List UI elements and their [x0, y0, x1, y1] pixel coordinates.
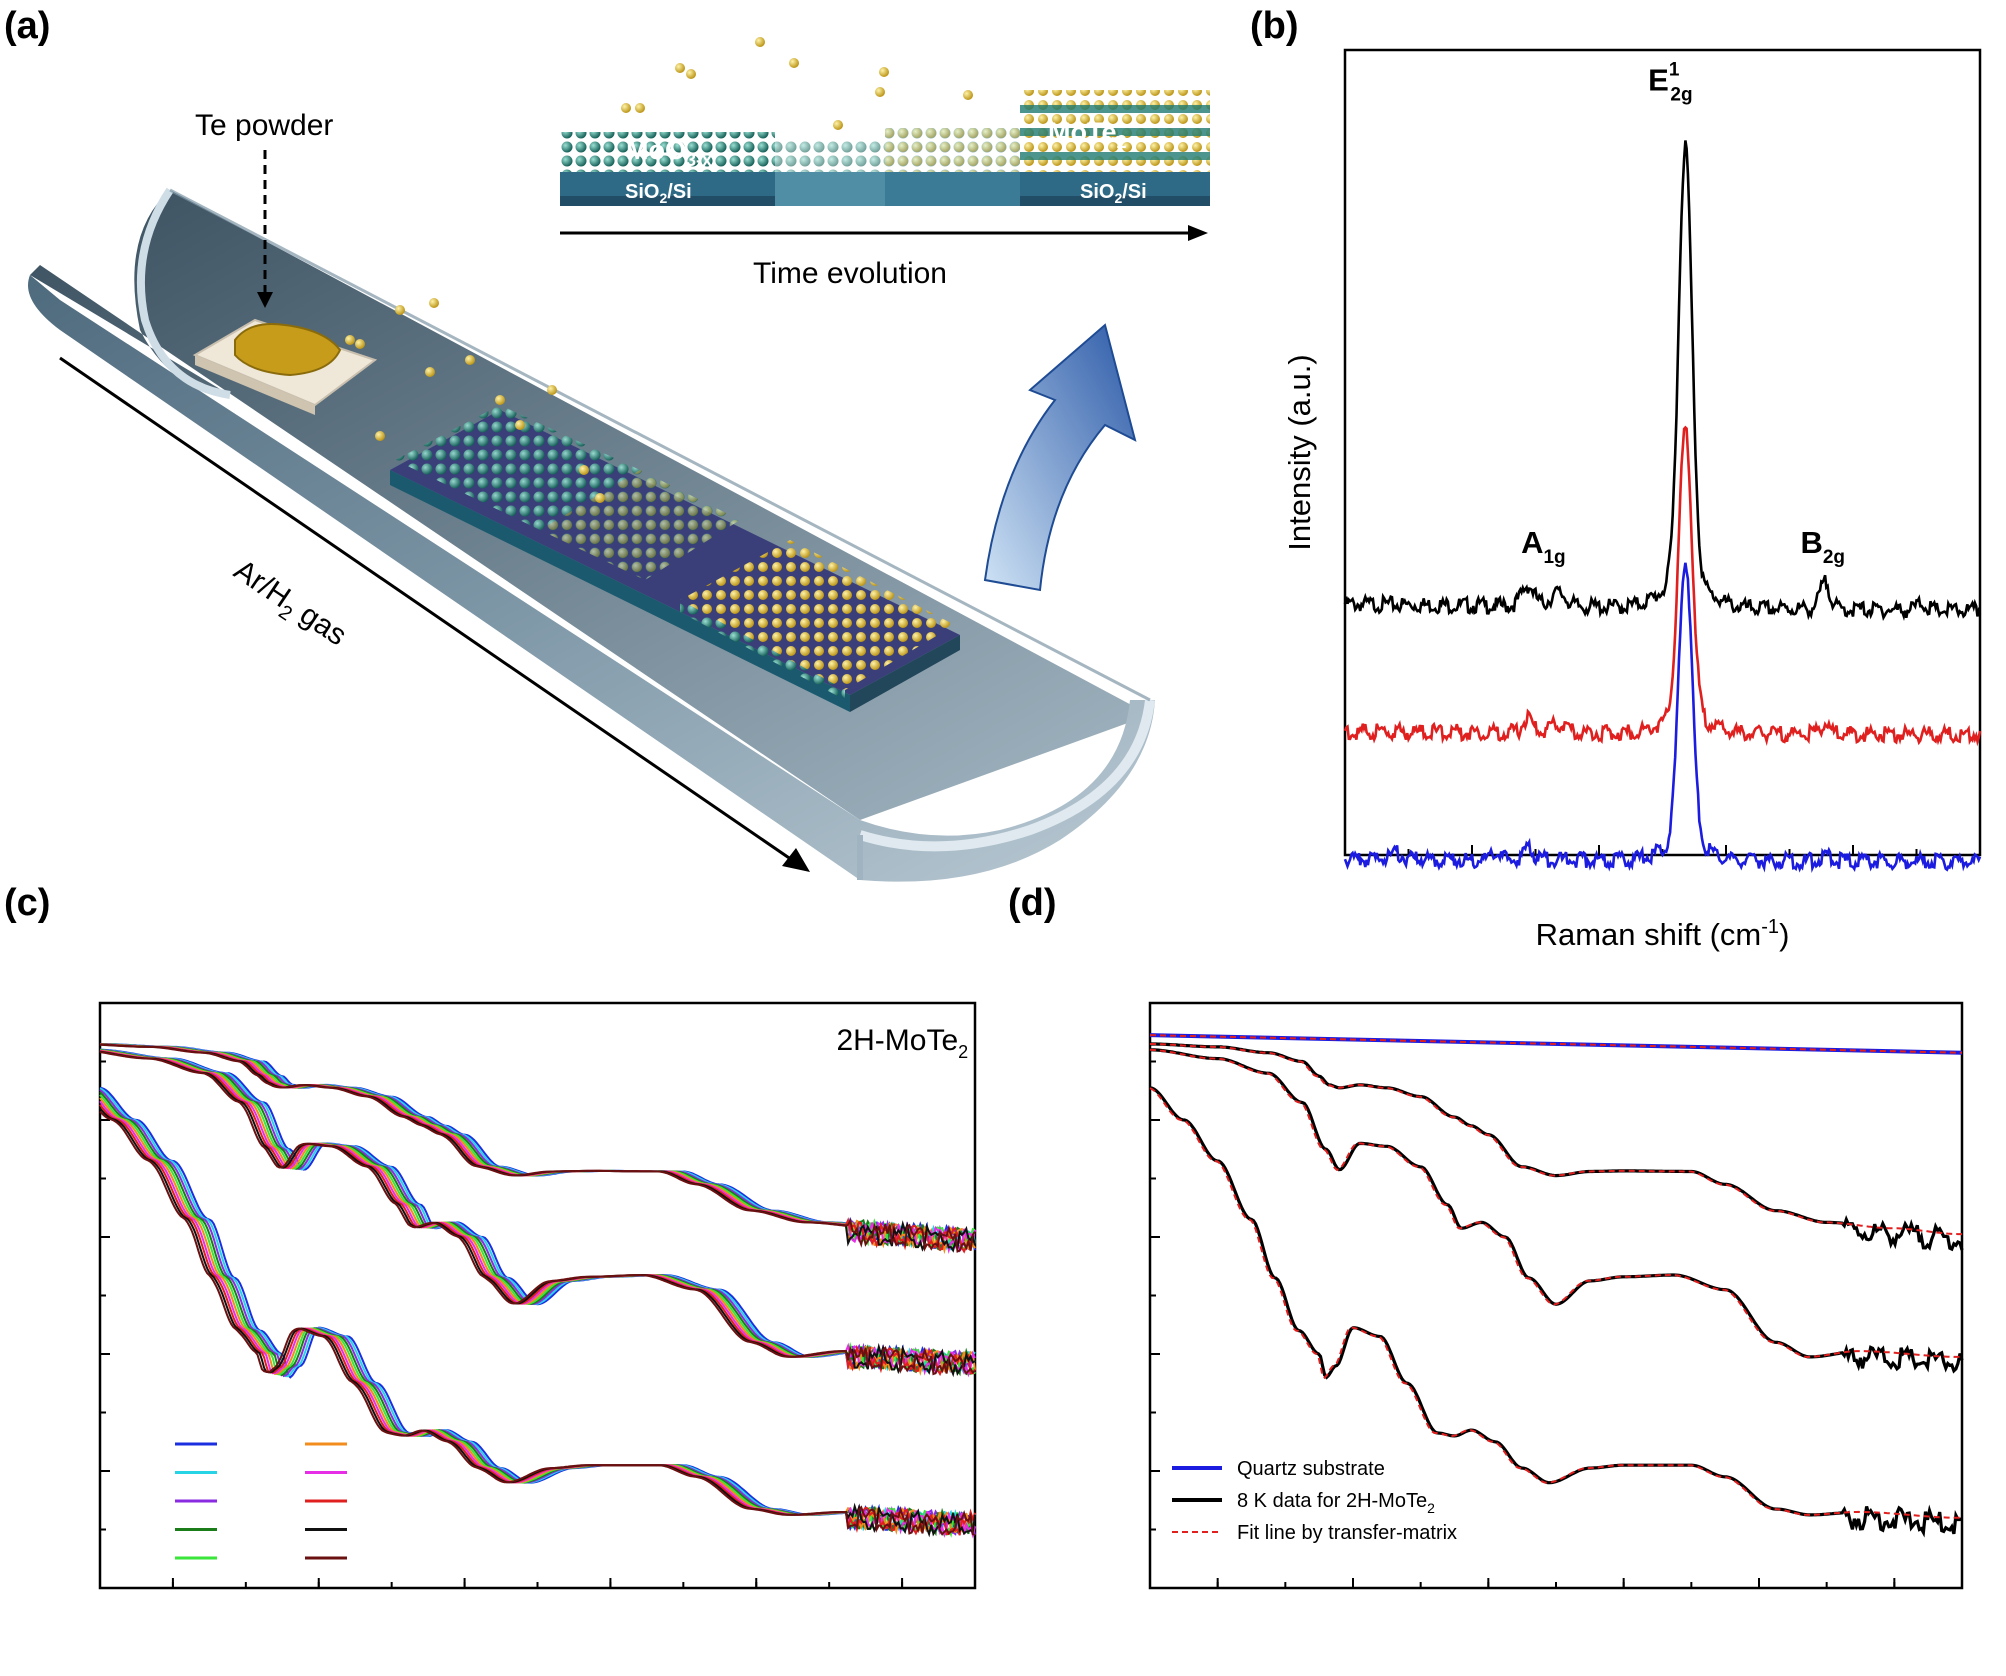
peak-label-main: A	[1521, 525, 1543, 560]
temperature-transmittance-plot: 2H-MoTe2	[98, 1001, 977, 1590]
raman-series-2nm	[1343, 140, 1982, 622]
chart-title: 2H-MoTe2	[836, 1024, 968, 1062]
fit-4nm	[1149, 1048, 1962, 1359]
panel-a-label: (a)	[4, 5, 50, 47]
panel-a: (a) Te powder Ar/H2 gas	[4, 5, 1210, 882]
peak-label-sub: 2g	[1823, 547, 1845, 568]
panel-c: (c) 2H-MoTe2	[4, 882, 977, 1590]
raman-plot: Raman shift (cm-1) Intensity (a.u.) A1g E1 2…	[1282, 48, 1982, 952]
panel-c-label: (c)	[4, 882, 50, 924]
x-axis-title-tail: )	[1779, 917, 1789, 952]
te-vapor	[345, 298, 605, 503]
legend-label: Fit line by transfer-matrix	[1237, 1522, 1457, 1544]
te-powder-arrowhead	[257, 292, 273, 308]
x-axis-title-sup: -1	[1761, 916, 1779, 938]
raman-series-4nm	[1343, 425, 1982, 747]
series-10nm-150K	[99, 1097, 976, 1535]
peak-label-sup: 1	[1669, 59, 1680, 80]
peak-label-sub: 2g	[1670, 84, 1692, 105]
legend-label-main: Fit line by transfer-matrix	[1237, 1522, 1457, 1544]
x-axis-title-main: Raman shift (cm	[1536, 917, 1762, 952]
x-axis-title: Raman shift (cm-1)	[1536, 916, 1790, 952]
legend-label: 8 K data for 2H-MoTe2	[1237, 1490, 1435, 1516]
panel-d-label: (d)	[1008, 882, 1057, 924]
legend-label-main: Quartz substrate	[1237, 1458, 1385, 1480]
mote2-label: MoTe2	[1048, 117, 1127, 152]
peak-label-main: B	[1800, 525, 1822, 560]
peak-label-e: E1 2g	[1648, 59, 1692, 105]
series-10nm-100K	[99, 1094, 976, 1538]
series-10nm-350K	[99, 1110, 976, 1537]
substrate-right-label: SiO2/Si	[1080, 181, 1147, 206]
quartz-fit-line	[1149, 1034, 1963, 1054]
raman-series-10nm	[1343, 562, 1982, 874]
substrate-slab	[390, 405, 960, 712]
series-4nm-350K	[99, 1051, 976, 1376]
time-evolution-label: Time evolution	[753, 257, 947, 290]
y-axis-title: Intensity (a.u.)	[1282, 354, 1317, 550]
legend-label-main: 8 K data for 2H-MoTe	[1237, 1490, 1427, 1512]
data-8K-4nm	[1150, 1048, 1964, 1374]
moo3-label: MoO3-x	[626, 135, 712, 170]
peak-label-a: A1g	[1521, 525, 1566, 568]
peak-label-sub: 1g	[1543, 547, 1565, 568]
time-evolution-inset: MoO3-x MoTe2 SiO2/Si SiO2/Si Time evolut…	[560, 37, 1210, 290]
series-2nm-350K	[99, 1043, 976, 1253]
legend-label-sub: 2	[1427, 1500, 1435, 1516]
chart-title-sub: 2	[958, 1042, 968, 1062]
peak-label-b: B2g	[1800, 525, 1845, 568]
fit-10nm	[1149, 1087, 1962, 1519]
te-powder-label: Te powder	[195, 109, 333, 142]
data-8K-2nm	[1149, 1042, 1964, 1252]
gas-label: Ar/H2 gas	[225, 553, 353, 657]
gas-flow-arrowhead	[782, 848, 810, 872]
time-arrowhead	[1188, 225, 1208, 241]
gas-flow-arrow	[59, 356, 796, 864]
fit-transmittance-plot: Quartz substrate 8 K data for 2H-MoTe2 Fit…	[1148, 1001, 1964, 1590]
exhaust-arrow	[983, 323, 1137, 592]
peak-label-main: E	[1648, 62, 1669, 97]
panel-b-label: (b)	[1250, 5, 1299, 47]
panel-b: (b) Raman shift (cm-1)Intensity (a.u.) A1…	[1250, 5, 1982, 952]
legend-label: Quartz substrate	[1237, 1458, 1385, 1480]
substrate-left-label: SiO2/Si	[625, 181, 692, 206]
chart-title-main: 2H-MoTe	[836, 1024, 958, 1057]
te-boat	[192, 318, 378, 415]
panel-d: (d) Quartz substrate 8 K data for 2H-MoTe…	[1008, 882, 1964, 1590]
